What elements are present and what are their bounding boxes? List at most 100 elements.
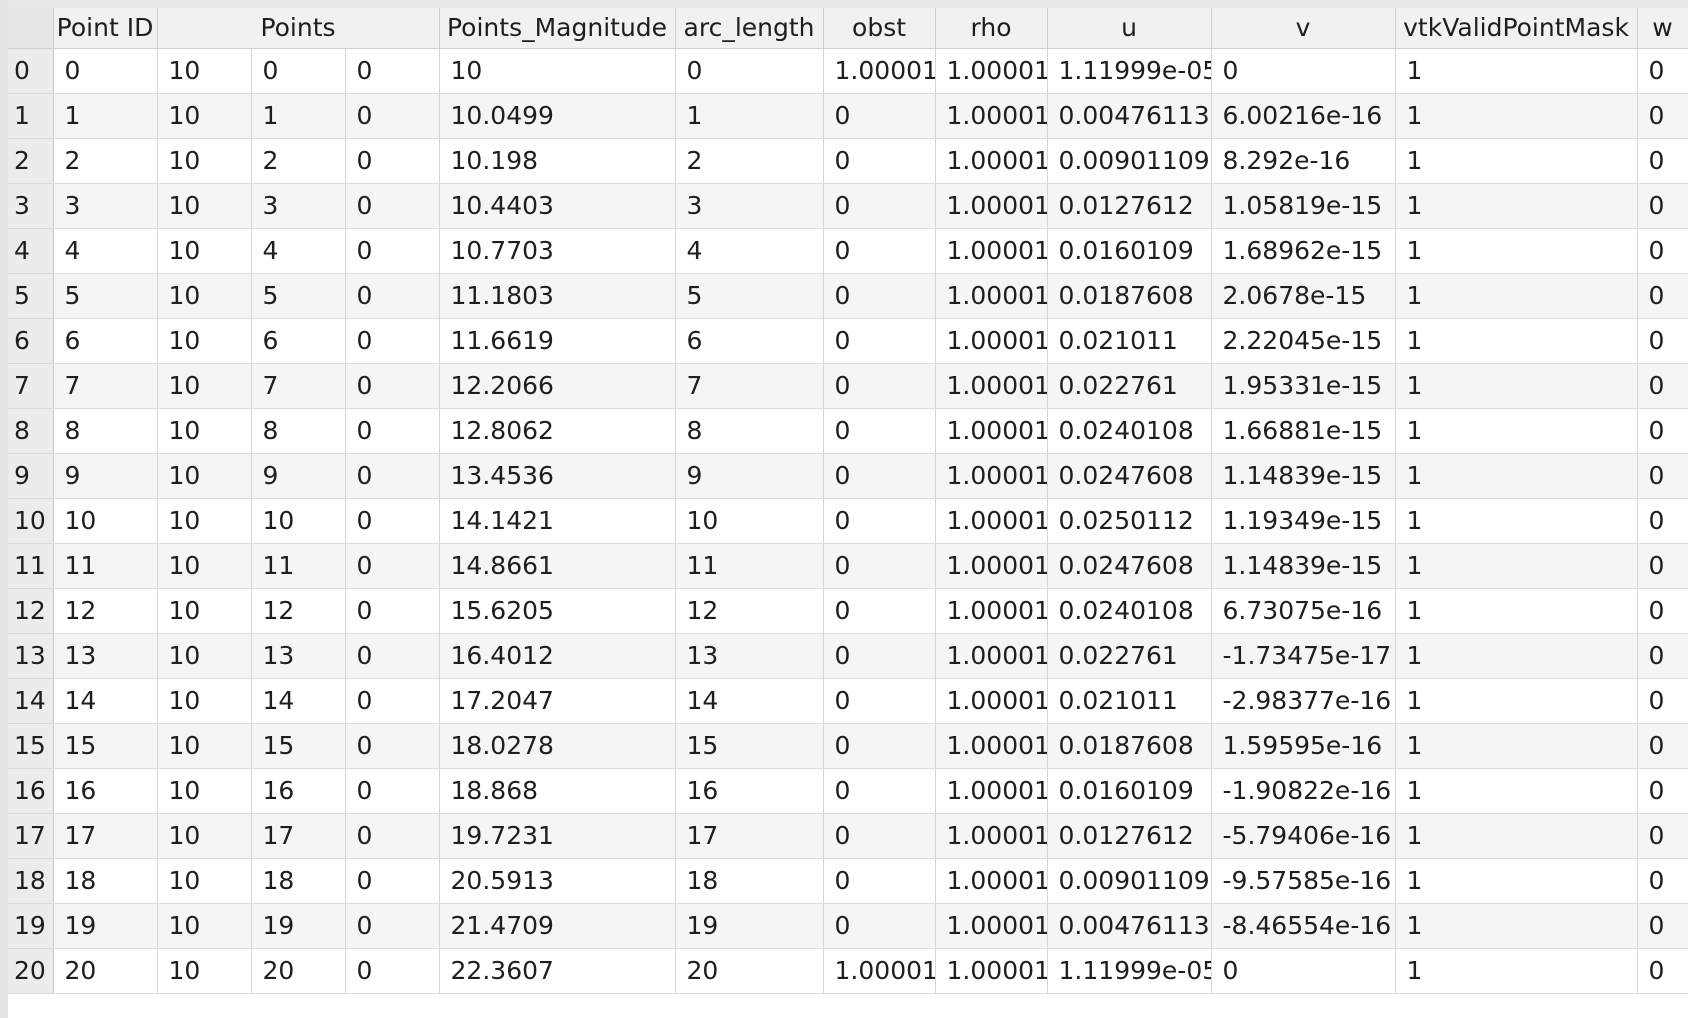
table-row[interactable]: 0 0 10 0 0 10 0 1.00001 1.00001 1.11999e-05 0 1 0 — [8, 48, 1688, 94]
cell-points-y[interactable]: 10 — [251, 498, 346, 544]
cell-points-y[interactable]: 19 — [251, 903, 346, 949]
cell-arc-length[interactable]: 15 — [675, 723, 824, 769]
cell-rho[interactable]: 1.00001 — [935, 678, 1048, 724]
cell-points-x[interactable]: 10 — [157, 543, 252, 589]
cell-arc-length[interactable]: 1 — [675, 93, 824, 139]
cell-points-x[interactable]: 10 — [157, 903, 252, 949]
cell-points-y[interactable]: 6 — [251, 318, 346, 364]
cell-points-y[interactable]: 12 — [251, 588, 346, 634]
cell-point-id[interactable]: 12 — [53, 588, 158, 634]
cell-u[interactable]: 0.0247608 — [1047, 453, 1212, 499]
cell-rho[interactable]: 1.00001 — [935, 543, 1048, 589]
cell-v[interactable]: 1.66881e-15 — [1211, 408, 1396, 454]
cell-obst[interactable]: 1.00001 — [823, 48, 936, 94]
cell-w[interactable]: 0 — [1637, 318, 1688, 364]
cell-arc-length[interactable]: 7 — [675, 363, 824, 409]
table-row[interactable]: 18 18 10 18 0 20.5913 18 0 1.00001 0.00901109 -9.5… — [8, 858, 1688, 904]
cell-v[interactable]: 0 — [1211, 948, 1396, 994]
cell-arc-length[interactable]: 13 — [675, 633, 824, 679]
cell-points-magnitude[interactable]: 12.8062 — [439, 408, 676, 454]
cell-vtkvalidpointmask[interactable]: 1 — [1395, 453, 1638, 499]
cell-vtkvalidpointmask[interactable]: 1 — [1395, 948, 1638, 994]
cell-points-magnitude[interactable]: 18.0278 — [439, 723, 676, 769]
cell-points-magnitude[interactable]: 12.2066 — [439, 363, 676, 409]
cell-obst[interactable]: 0 — [823, 183, 936, 229]
cell-points-z[interactable]: 0 — [345, 93, 440, 139]
cell-obst[interactable]: 0 — [823, 453, 936, 499]
cell-rho[interactable]: 1.00001 — [935, 813, 1048, 859]
cell-obst[interactable]: 0 — [823, 363, 936, 409]
cell-v[interactable]: 8.292e-16 — [1211, 138, 1396, 184]
cell-points-z[interactable]: 0 — [345, 858, 440, 904]
table-row[interactable]: 9 9 10 9 0 13.4536 9 0 1.00001 0.0247608 1.14839e-… — [8, 453, 1688, 499]
cell-points-x[interactable]: 10 — [157, 408, 252, 454]
table-row[interactable]: 16 16 10 16 0 18.868 16 0 1.00001 0.0160109 -1.908… — [8, 768, 1688, 814]
cell-vtkvalidpointmask[interactable]: 1 — [1395, 588, 1638, 634]
column-header-arc-length[interactable]: arc_length — [675, 8, 824, 49]
cell-v[interactable]: -1.90822e-16 — [1211, 768, 1396, 814]
cell-points-x[interactable]: 10 — [157, 588, 252, 634]
cell-rho[interactable]: 1.00001 — [935, 408, 1048, 454]
table-row[interactable]: 4 4 10 4 0 10.7703 4 0 1.00001 0.0160109 1.68962e-… — [8, 228, 1688, 274]
cell-point-id[interactable]: 3 — [53, 183, 158, 229]
row-header[interactable]: 5 — [8, 273, 54, 319]
cell-point-id[interactable]: 16 — [53, 768, 158, 814]
cell-points-y[interactable]: 7 — [251, 363, 346, 409]
cell-u[interactable]: 0.0240108 — [1047, 588, 1212, 634]
cell-points-magnitude[interactable]: 15.6205 — [439, 588, 676, 634]
cell-v[interactable]: -8.46554e-16 — [1211, 903, 1396, 949]
cell-points-magnitude[interactable]: 10 — [439, 48, 676, 94]
cell-vtkvalidpointmask[interactable]: 1 — [1395, 633, 1638, 679]
cell-points-x[interactable]: 10 — [157, 678, 252, 724]
column-header-points-magnitude[interactable]: Points_Magnitude — [439, 8, 676, 49]
row-header[interactable]: 18 — [8, 858, 54, 904]
cell-u[interactable]: 0.00901109 — [1047, 858, 1212, 904]
row-header[interactable]: 0 — [8, 48, 54, 94]
cell-points-magnitude[interactable]: 10.7703 — [439, 228, 676, 274]
cell-point-id[interactable]: 14 — [53, 678, 158, 724]
cell-arc-length[interactable]: 11 — [675, 543, 824, 589]
cell-points-z[interactable]: 0 — [345, 588, 440, 634]
cell-w[interactable]: 0 — [1637, 813, 1688, 859]
cell-points-y[interactable]: 0 — [251, 48, 346, 94]
cell-vtkvalidpointmask[interactable]: 1 — [1395, 318, 1638, 364]
cell-point-id[interactable]: 0 — [53, 48, 158, 94]
cell-rho[interactable]: 1.00001 — [935, 93, 1048, 139]
cell-u[interactable]: 0.0127612 — [1047, 183, 1212, 229]
cell-vtkvalidpointmask[interactable]: 1 — [1395, 408, 1638, 454]
cell-point-id[interactable]: 19 — [53, 903, 158, 949]
cell-arc-length[interactable]: 4 — [675, 228, 824, 274]
cell-rho[interactable]: 1.00001 — [935, 363, 1048, 409]
row-header[interactable]: 19 — [8, 903, 54, 949]
cell-points-magnitude[interactable]: 18.868 — [439, 768, 676, 814]
cell-point-id[interactable]: 4 — [53, 228, 158, 274]
row-header[interactable]: 11 — [8, 543, 54, 589]
cell-w[interactable]: 0 — [1637, 543, 1688, 589]
cell-v[interactable]: 2.22045e-15 — [1211, 318, 1396, 364]
table-row[interactable]: 6 6 10 6 0 11.6619 6 0 1.00001 0.021011 2.22045e-1… — [8, 318, 1688, 364]
cell-vtkvalidpointmask[interactable]: 1 — [1395, 678, 1638, 724]
row-header[interactable]: 7 — [8, 363, 54, 409]
cell-points-y[interactable]: 17 — [251, 813, 346, 859]
cell-vtkvalidpointmask[interactable]: 1 — [1395, 93, 1638, 139]
cell-points-x[interactable]: 10 — [157, 858, 252, 904]
table-row[interactable]: 14 14 10 14 0 17.2047 14 0 1.00001 0.021011 -2.983… — [8, 678, 1688, 724]
cell-v[interactable]: 2.0678e-15 — [1211, 273, 1396, 319]
cell-points-z[interactable]: 0 — [345, 363, 440, 409]
cell-points-z[interactable]: 0 — [345, 633, 440, 679]
cell-obst[interactable]: 0 — [823, 228, 936, 274]
cell-obst[interactable]: 0 — [823, 93, 936, 139]
cell-points-y[interactable]: 3 — [251, 183, 346, 229]
cell-rho[interactable]: 1.00001 — [935, 498, 1048, 544]
row-header[interactable]: 10 — [8, 498, 54, 544]
cell-point-id[interactable]: 18 — [53, 858, 158, 904]
row-header[interactable]: 13 — [8, 633, 54, 679]
cell-points-x[interactable]: 10 — [157, 48, 252, 94]
cell-point-id[interactable]: 6 — [53, 318, 158, 364]
cell-point-id[interactable]: 15 — [53, 723, 158, 769]
cell-arc-length[interactable]: 19 — [675, 903, 824, 949]
cell-arc-length[interactable]: 8 — [675, 408, 824, 454]
cell-points-x[interactable]: 10 — [157, 498, 252, 544]
cell-points-x[interactable]: 10 — [157, 948, 252, 994]
cell-points-magnitude[interactable]: 19.7231 — [439, 813, 676, 859]
